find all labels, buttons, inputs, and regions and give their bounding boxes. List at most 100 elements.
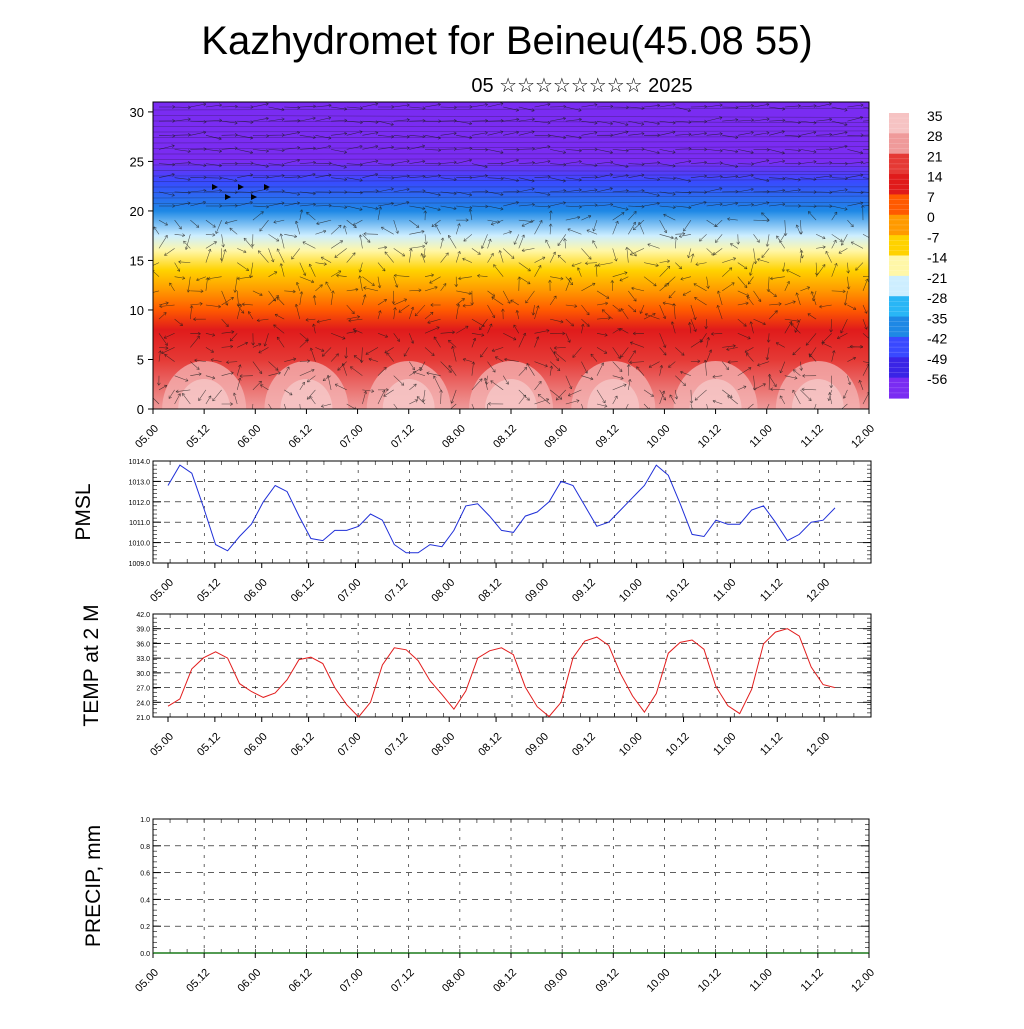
page-title: Kazhydromet for Beineu(45.08 55) (201, 19, 812, 63)
panel-frame (152, 613, 872, 718)
x-tick-label: 08.12 (476, 731, 504, 759)
series-line (167, 464, 836, 554)
colorbar-swatch (889, 255, 909, 277)
x-tick-label: 09.12 (593, 423, 621, 451)
colorbar-label: -35 (927, 310, 947, 326)
x-tick-label: 06.12 (287, 423, 315, 451)
temp-panel: 21.0 24.0 27.0 30.0 33.0 36.0 39.0 42.0 TEMP at … (80, 604, 872, 759)
heatmap-y-axis: 0 5 10 15 20 25 30 (130, 105, 153, 417)
colorbar-swatch (889, 377, 909, 399)
x-tick-label: 12.00 (849, 967, 877, 995)
colorbar-label: -7 (927, 229, 940, 245)
y-tick-label: 1012.0 (129, 500, 151, 507)
x-tick-label: 05.00 (148, 731, 176, 759)
colorbar-swatch (889, 235, 909, 257)
x-tick-label: 05.12 (184, 423, 212, 451)
colorbar-label: 0 (927, 209, 935, 225)
y-tick-label: 0.2 (140, 924, 150, 931)
warm-cell-core (485, 379, 537, 409)
x-tick-label: 09.00 (523, 577, 551, 605)
x-tick-label: 10.12 (664, 577, 692, 605)
colorbar-label: 28 (927, 128, 943, 144)
wind-barb (225, 194, 231, 200)
x-tick-label: 09.00 (542, 967, 570, 995)
x-tick-label: 06.00 (235, 423, 263, 451)
x-tick-label: 05.00 (133, 967, 161, 995)
precip-panel: 0.0 0.2 0.4 0.6 0.8 1.0 PRECIP, mm 05.00 05.12 06… (82, 817, 877, 995)
x-tick-label: 07.12 (389, 423, 417, 451)
x-tick-label: 09.12 (570, 577, 598, 605)
colorbar-label: 14 (927, 169, 943, 185)
colorbar-swatch (889, 357, 909, 379)
y-tick-label: 20 (130, 204, 144, 219)
y-tick-label: 15 (130, 253, 144, 268)
panel-y-label: PRECIP, mm (82, 825, 105, 947)
panel-y-label: PMSL (72, 483, 95, 540)
x-tick-label: 10.00 (645, 423, 673, 451)
x-tick-label: 08.00 (440, 967, 468, 995)
x-tick-label: 05.12 (195, 577, 223, 605)
wind-vector-lines (153, 102, 869, 409)
series-line (167, 628, 836, 718)
x-tick-label: 08.00 (429, 577, 457, 605)
x-tick-label: 11.12 (799, 423, 826, 450)
x-tick-label: 07.00 (336, 731, 364, 759)
x-tick-label: 05.12 (195, 731, 223, 759)
heatmap-warm-cells (162, 361, 860, 409)
y-tick-label: 1.0 (140, 817, 150, 824)
wind-barb (212, 184, 218, 190)
colorbar-label: -21 (927, 270, 947, 286)
heatmap-panel: 0 5 10 15 20 25 30 05.00 05.12 06.00 06.12 07.00 07… (130, 101, 877, 451)
colorbar-label: 21 (927, 148, 943, 164)
warm-cell-core (791, 379, 844, 409)
page-subtitle: 05 ☆☆☆☆☆☆☆☆ 2025 (471, 75, 692, 97)
x-tick-label: 05.00 (133, 423, 161, 451)
x-tick-label: 09.00 (542, 423, 570, 451)
heatmap-x-axis: 05.00 05.12 06.00 06.12 07.00 07.12 08.00 08.12… (133, 409, 877, 451)
y-tick-label: 21.0 (136, 715, 150, 722)
x-tick-label: 05.00 (148, 577, 176, 605)
x-tick-label: 07.00 (336, 577, 364, 605)
colorbar-swatch (889, 194, 909, 216)
x-tick-label: 08.12 (491, 423, 519, 451)
colorbar-label: -56 (927, 371, 947, 387)
colorbar-label: -14 (927, 250, 947, 266)
y-tick-label: 30.0 (136, 671, 150, 678)
x-tick-label: 10.12 (664, 731, 692, 759)
panel-y-label: TEMP at 2 M (80, 604, 103, 726)
y-tick-label: 0.6 (140, 871, 150, 878)
x-tick-label: 10.12 (696, 423, 724, 451)
y-tick-label: 0.0 (140, 951, 150, 958)
x-tick-label: 11.12 (799, 967, 826, 994)
x-tick-label: 05.12 (184, 967, 212, 995)
x-tick-label: 10.12 (696, 967, 724, 995)
x-tick-label: 08.00 (429, 731, 457, 759)
y-tick-label: 1013.0 (129, 479, 151, 486)
pmsl-panel: 1009.0 1010.0 1011.0 1012.0 1013.0 1014.0 PMSL… (72, 459, 872, 605)
y-tick-label: 33.0 (136, 656, 150, 663)
x-tick-label: 06.00 (235, 967, 263, 995)
warm-cell-core (178, 379, 231, 409)
y-tick-label: 0.4 (140, 897, 150, 904)
wind-barb (251, 194, 257, 200)
colorbar-swatch (889, 275, 909, 297)
x-tick-label: 06.12 (287, 967, 315, 995)
colorbar-swatch (889, 296, 909, 318)
warm-cell-core (382, 379, 435, 409)
colorbar-swatch (889, 316, 909, 338)
y-tick-label: 0 (137, 402, 144, 417)
y-tick-label: 1014.0 (129, 459, 151, 466)
x-tick-label: 06.12 (289, 731, 317, 759)
x-tick-label: 06.00 (242, 731, 270, 759)
y-tick-label: 42.0 (136, 612, 150, 619)
warm-cell-core (280, 379, 333, 409)
colorbar-label: -49 (927, 351, 947, 367)
x-tick-label: 11.00 (711, 577, 738, 604)
x-tick-label: 10.00 (645, 967, 673, 995)
y-tick-label: 5 (137, 352, 144, 367)
y-tick-label: 1009.0 (129, 561, 151, 568)
x-tick-label: 09.00 (523, 731, 551, 759)
y-tick-label: 1010.0 (129, 541, 151, 548)
x-tick-label: 10.00 (617, 731, 645, 759)
